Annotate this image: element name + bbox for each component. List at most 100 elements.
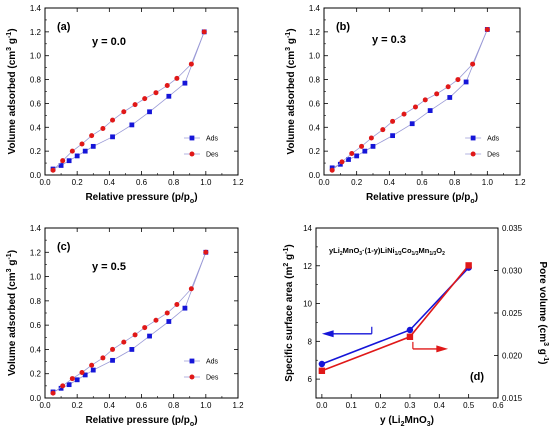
surface-area-point — [406, 326, 414, 334]
data-point-ads — [147, 333, 152, 339]
x-tick-label: 1.0 — [482, 178, 494, 187]
formula-part: 2 — [340, 251, 343, 257]
plot-frame — [44, 227, 239, 399]
x-tick-label: 1.2 — [514, 178, 526, 187]
y-left-axis-title: Specific surface area (m2 g-1) — [283, 244, 295, 381]
data-point-des — [422, 97, 428, 103]
x-axis-title-main: Relative pressure (p/p — [85, 192, 189, 203]
y-right-tick-label: 0.035 — [502, 224, 523, 233]
legend-marker — [470, 135, 476, 141]
y-tick-label: 0.6 — [30, 99, 42, 108]
data-point-des — [188, 286, 194, 292]
data-point-des — [164, 83, 170, 89]
x-tick-label: 0.8 — [168, 178, 180, 187]
y-tick-label: 1.0 — [30, 273, 42, 282]
x-axis-title-main: Relative pressure (p/p — [85, 415, 189, 426]
data-point-des — [142, 325, 148, 331]
y-axis-title: Volume adsorbed (cm3 g-1) — [6, 250, 18, 376]
data-point-des — [390, 118, 396, 124]
y-tick-label: 0.2 — [309, 147, 321, 156]
data-point-des — [434, 91, 440, 97]
data-point-des — [329, 167, 335, 173]
y-tick-label: 1.2 — [309, 28, 321, 37]
data-point-des — [50, 167, 56, 173]
y-right-title-sup: 3 — [542, 342, 549, 346]
x-tick-label: 1.2 — [232, 178, 244, 187]
data-point-des — [110, 346, 116, 352]
x-tick-label: 0.0 — [39, 178, 51, 187]
legend-label: Des — [487, 152, 500, 159]
data-point-ads — [337, 161, 343, 167]
data-point-ads — [147, 109, 152, 115]
x-axis-title-main: y (Li — [380, 415, 401, 426]
formula-part: Mn — [418, 246, 429, 255]
legend-label: Ads — [206, 359, 219, 366]
data-point-des — [121, 109, 127, 115]
legend-marker — [189, 358, 195, 364]
formula-part: O — [436, 246, 442, 255]
data-point-des — [470, 61, 476, 67]
y-axis-title-end: ) — [286, 28, 297, 31]
y-axis-title-mid: g — [7, 38, 18, 47]
data-point-ads — [58, 163, 64, 168]
legend-marker — [189, 374, 195, 380]
y-tick-label: 1.4 — [30, 4, 42, 13]
y-right-title-end: ) — [537, 361, 548, 364]
y-tick-label: 1.2 — [30, 28, 42, 37]
data-point-des — [50, 390, 56, 396]
y-axis-title-main: Volume adsorbed (cm — [7, 51, 18, 155]
y-right-title-main: Pore volume (cm — [537, 262, 548, 343]
y-left-tick-label: 12 — [303, 262, 312, 271]
x-tick-label: 0.3 — [404, 401, 416, 410]
y-axis-title-sup: -1 — [285, 32, 292, 38]
y-tick-label: 0.8 — [30, 76, 42, 85]
data-point-ads — [74, 377, 80, 383]
data-point-des — [100, 355, 106, 361]
x-tick-label: 0.4 — [104, 401, 116, 410]
data-point-des — [401, 111, 407, 117]
series-line-des — [331, 29, 488, 171]
data-point-ads — [90, 143, 96, 149]
formula-part: ·(1-y)LiNi — [362, 246, 395, 255]
data-point-des — [79, 141, 85, 147]
y-left-title-sup: 2 — [283, 263, 290, 267]
x-tick-label: 1.0 — [200, 401, 212, 410]
y-tick-label: 0.6 — [309, 99, 321, 108]
data-point-des — [110, 117, 116, 123]
data-point-ads — [463, 79, 469, 85]
data-point-ads — [58, 385, 64, 391]
formula-part: yLi — [329, 246, 340, 255]
x-axis-title-end: ) — [475, 192, 478, 203]
y-axis-title: Volume adsorbed (cm3 g-1) — [285, 28, 297, 154]
x-axis-title-end: ) — [431, 415, 434, 426]
y-axis-title-sup: -1 — [6, 32, 13, 38]
legend-marker — [470, 151, 476, 157]
pore-volume-point — [318, 367, 326, 374]
x-tick-label: 0.6 — [136, 178, 148, 187]
data-point-ads — [182, 305, 188, 311]
data-point-des — [445, 84, 451, 90]
x-tick-label: 0.6 — [492, 401, 504, 410]
data-point-des — [142, 96, 148, 102]
x-tick-label: 0.8 — [168, 401, 180, 410]
y-axis-title-mid: g — [7, 260, 18, 269]
y-tick-label: 0.4 — [30, 345, 42, 354]
data-point-ads — [370, 143, 376, 149]
x-axis-title: y (Li2MnO3) — [380, 415, 434, 428]
x-tick-label: 0.2 — [72, 401, 84, 410]
panel-label: (a) — [57, 21, 71, 33]
x-tick-label: 0.4 — [434, 401, 446, 410]
surface-area-point — [318, 360, 326, 368]
data-point-des — [359, 143, 365, 149]
pore-volume-point — [406, 333, 414, 340]
x-axis-title-end: ) — [194, 192, 197, 203]
y-tick-label: 1.2 — [30, 248, 42, 257]
composition-annotation: y = 0.5 — [92, 261, 126, 273]
data-point-ads — [447, 95, 453, 100]
formula-part: MnO — [343, 246, 360, 255]
legend-label: Ads — [487, 136, 500, 143]
y-axis-title-sup: -1 — [6, 253, 13, 259]
y-right-tick-label: 0.015 — [502, 394, 523, 403]
y-left-tick-label: 8 — [308, 337, 313, 346]
composition-annotation: y = 0.3 — [372, 34, 406, 46]
